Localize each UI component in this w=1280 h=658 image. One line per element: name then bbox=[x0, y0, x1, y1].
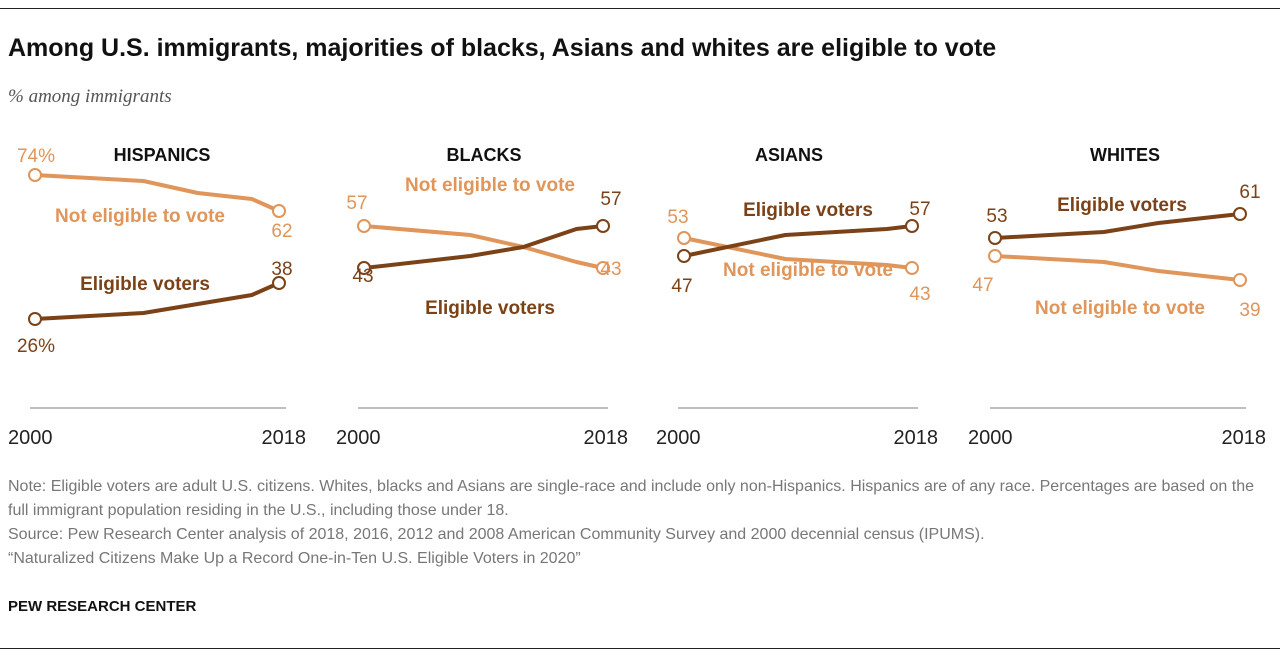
data-label: 74% bbox=[17, 146, 55, 167]
data-label: 47 bbox=[671, 276, 692, 297]
x-tick-label: 2000 bbox=[968, 427, 1013, 449]
series-line-eligible bbox=[683, 224, 913, 258]
x-tick-label: 2018 bbox=[584, 427, 629, 449]
x-tick-label: 2018 bbox=[894, 427, 939, 449]
data-point bbox=[272, 204, 286, 218]
data-point bbox=[905, 261, 919, 275]
series-line-eligible bbox=[34, 281, 280, 321]
data-point bbox=[596, 219, 610, 233]
chart-area: HISPANICS 2000 2018 Not eligible to vote 74%… bbox=[8, 145, 1267, 449]
data-point bbox=[1233, 207, 1247, 221]
panel-title: WHITES bbox=[1090, 145, 1160, 165]
note: Note: Eligible voters are adult U.S. cit… bbox=[8, 478, 1254, 519]
data-label: 62 bbox=[271, 221, 292, 242]
series-label: Eligible voters bbox=[80, 274, 210, 295]
data-point bbox=[28, 168, 42, 182]
panel-title: ASIANS bbox=[755, 145, 823, 165]
data-label: 53 bbox=[986, 206, 1007, 227]
data-label: 57 bbox=[600, 189, 621, 210]
bottom-rule bbox=[0, 648, 1280, 649]
data-point bbox=[596, 261, 610, 275]
x-tick-label: 2000 bbox=[656, 427, 701, 449]
series-line-eligible bbox=[994, 212, 1241, 240]
x-tick-label: 2018 bbox=[262, 427, 307, 449]
chart-subtitle: % among immigrants bbox=[8, 86, 172, 107]
series-line-eligible bbox=[363, 224, 604, 270]
data-label: 26% bbox=[17, 336, 55, 357]
report-title: “Naturalized Citizens Make Up a Record O… bbox=[8, 550, 581, 567]
data-label: 57 bbox=[909, 199, 930, 220]
series-label: Eligible voters bbox=[743, 200, 873, 221]
data-point bbox=[357, 219, 371, 233]
series-label: Not eligible to vote bbox=[1035, 298, 1205, 319]
data-point bbox=[272, 276, 286, 290]
top-rule bbox=[0, 8, 1280, 9]
data-point bbox=[1233, 273, 1247, 287]
series-label: Eligible voters bbox=[1057, 195, 1187, 216]
data-point bbox=[988, 231, 1002, 245]
data-label: 39 bbox=[1239, 300, 1260, 321]
data-label: 53 bbox=[667, 207, 688, 228]
data-point bbox=[677, 231, 691, 245]
series-line-not-eligible bbox=[34, 173, 280, 213]
data-point bbox=[905, 219, 919, 233]
data-label: 57 bbox=[346, 193, 367, 214]
x-tick-label: 2018 bbox=[1222, 427, 1267, 449]
series-label: Not eligible to vote bbox=[55, 206, 225, 227]
x-tick-label: 2000 bbox=[8, 427, 53, 449]
series-line-not-eligible bbox=[994, 254, 1241, 282]
panel-title: HISPANICS bbox=[114, 145, 211, 165]
series-line-not-eligible bbox=[683, 236, 913, 270]
data-point bbox=[677, 249, 691, 263]
data-point bbox=[357, 261, 371, 275]
source: Source: Pew Research Center analysis of … bbox=[8, 526, 985, 543]
data-point bbox=[988, 249, 1002, 263]
series-label: Not eligible to vote bbox=[723, 260, 893, 281]
chart-title: Among U.S. immigrants, majorities of bla… bbox=[8, 34, 997, 62]
data-label: 43 bbox=[352, 266, 373, 287]
data-label: 61 bbox=[1239, 182, 1260, 203]
brand-logo: PEW RESEARCH CENTER bbox=[8, 598, 197, 615]
data-label: 38 bbox=[271, 259, 292, 280]
data-label: 47 bbox=[972, 275, 993, 296]
data-point bbox=[28, 312, 42, 326]
series-label: Not eligible to vote bbox=[405, 175, 575, 196]
data-label: 43 bbox=[909, 284, 930, 305]
x-tick-label: 2000 bbox=[336, 427, 381, 449]
series-label: Eligible voters bbox=[425, 298, 555, 319]
panel-title: BLACKS bbox=[447, 145, 522, 165]
data-label: 43 bbox=[600, 259, 621, 280]
